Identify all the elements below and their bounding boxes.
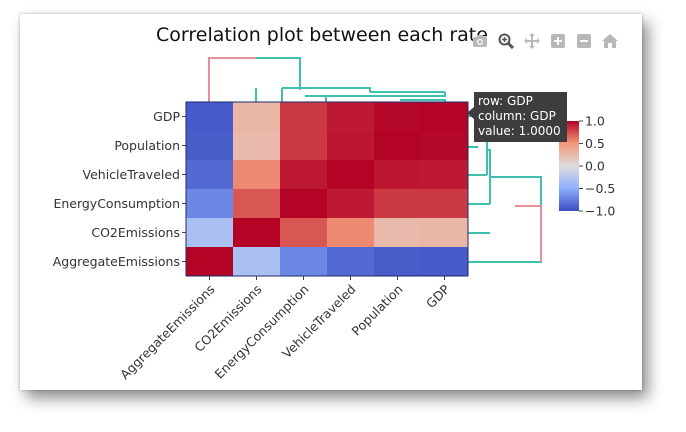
heatmap-cell[interactable] <box>233 247 281 277</box>
dendrogram-branch <box>468 176 542 263</box>
column-tick-label: Population <box>349 282 406 339</box>
heatmap-cell[interactable] <box>421 247 469 277</box>
tooltip-row: row: GDP <box>478 94 533 108</box>
colorbar-tick-label: −0.5 <box>585 181 615 196</box>
heatmap-cell[interactable] <box>374 131 422 161</box>
home-icon[interactable] <box>600 31 620 51</box>
dendrogram-branch <box>515 205 542 262</box>
top-dendrogram <box>208 57 446 102</box>
heatmap-cell[interactable] <box>421 160 469 190</box>
row-tick-label: Population <box>114 138 180 153</box>
colorbar-tick-label: 1.0 <box>585 114 605 129</box>
row-tick-label: CO2Emissions <box>91 225 180 240</box>
colorbar-tick-label: 0.5 <box>585 136 605 151</box>
heatmap-cell[interactable] <box>421 102 469 132</box>
colorbar-tick-label: 0.0 <box>585 159 605 174</box>
tooltip-value: value: 1.0000 <box>478 124 561 138</box>
pan-icon[interactable] <box>522 31 542 51</box>
heatmap-cell[interactable] <box>374 189 422 219</box>
column-labels: AggregateEmissionsCO2EmissionsEnergyCons… <box>117 276 453 382</box>
heatmap-cell[interactable] <box>186 189 234 219</box>
zoom-in-icon[interactable] <box>548 31 568 51</box>
heatmap-cell[interactable] <box>374 218 422 248</box>
colorbar-tick-label: −1.0 <box>585 204 615 219</box>
dendrogram-branch <box>208 57 301 102</box>
heatmap-cell[interactable] <box>327 131 375 161</box>
heatmap-cell[interactable] <box>421 131 469 161</box>
heatmap-cell[interactable] <box>280 247 328 277</box>
heatmap-cell[interactable] <box>233 160 281 190</box>
modebar <box>470 30 620 52</box>
row-tick-label: EnergyConsumption <box>53 196 180 211</box>
colorbar <box>559 121 579 211</box>
heatmap-cell[interactable] <box>280 218 328 248</box>
dendrogram-branch <box>305 92 446 97</box>
heatmap-cell[interactable] <box>374 160 422 190</box>
heatmap-cell[interactable] <box>374 102 422 132</box>
dendrogram-branch <box>487 149 491 204</box>
heatmap-cell[interactable] <box>280 189 328 219</box>
heatmap-cell[interactable] <box>280 131 328 161</box>
heatmap-cell[interactable] <box>327 102 375 132</box>
zoom-out-icon[interactable] <box>574 31 594 51</box>
row-labels: GDP Population VehicleTraveled EnergyConsum… <box>53 109 186 269</box>
heatmap-cell[interactable] <box>421 218 469 248</box>
row-tick-label: AggregateEmissions <box>53 254 180 269</box>
heatmap-cell[interactable] <box>233 102 281 132</box>
dendrogram-branch <box>282 87 371 92</box>
zoom-icon[interactable] <box>496 31 516 51</box>
heatmap-cells <box>185 101 469 277</box>
heatmap-border <box>185 101 469 277</box>
heatmap-cell[interactable] <box>374 247 422 277</box>
row-tick-label: VehicleTraveled <box>83 167 181 182</box>
heatmap-cell[interactable] <box>327 189 375 219</box>
heatmap-cell[interactable] <box>327 247 375 277</box>
heatmap-cell[interactable] <box>327 160 375 190</box>
heatmap-cell[interactable] <box>186 247 234 277</box>
heatmap-cell[interactable] <box>186 160 234 190</box>
dendrogram-branch <box>256 57 301 88</box>
colorbar-ticks: 1.0 0.5 0.0 −0.5 −1.0 <box>579 114 615 219</box>
tooltip-column: column: GDP <box>478 109 556 123</box>
heatmap-cell[interactable] <box>327 218 375 248</box>
heatmap-cell[interactable] <box>280 160 328 190</box>
heatmap-cell[interactable] <box>421 189 469 219</box>
dendrogram-branch <box>400 99 446 102</box>
hover-tooltip: row: GDP column: GDP value: 1.0000 <box>467 92 567 142</box>
heatmap-cell[interactable] <box>233 218 281 248</box>
heatmap-cell[interactable] <box>186 131 234 161</box>
heatmap-cell[interactable] <box>233 131 281 161</box>
chart-title: Correlation plot between each rate <box>156 24 488 46</box>
heatmap-cell[interactable] <box>280 102 328 132</box>
heatmap-cell[interactable] <box>233 189 281 219</box>
camera-icon[interactable] <box>470 31 490 51</box>
heatmap-cell[interactable] <box>186 218 234 248</box>
row-tick-label: GDP <box>153 109 180 124</box>
column-tick-label: GDP <box>423 281 453 311</box>
heatmap-cell[interactable] <box>186 102 234 132</box>
